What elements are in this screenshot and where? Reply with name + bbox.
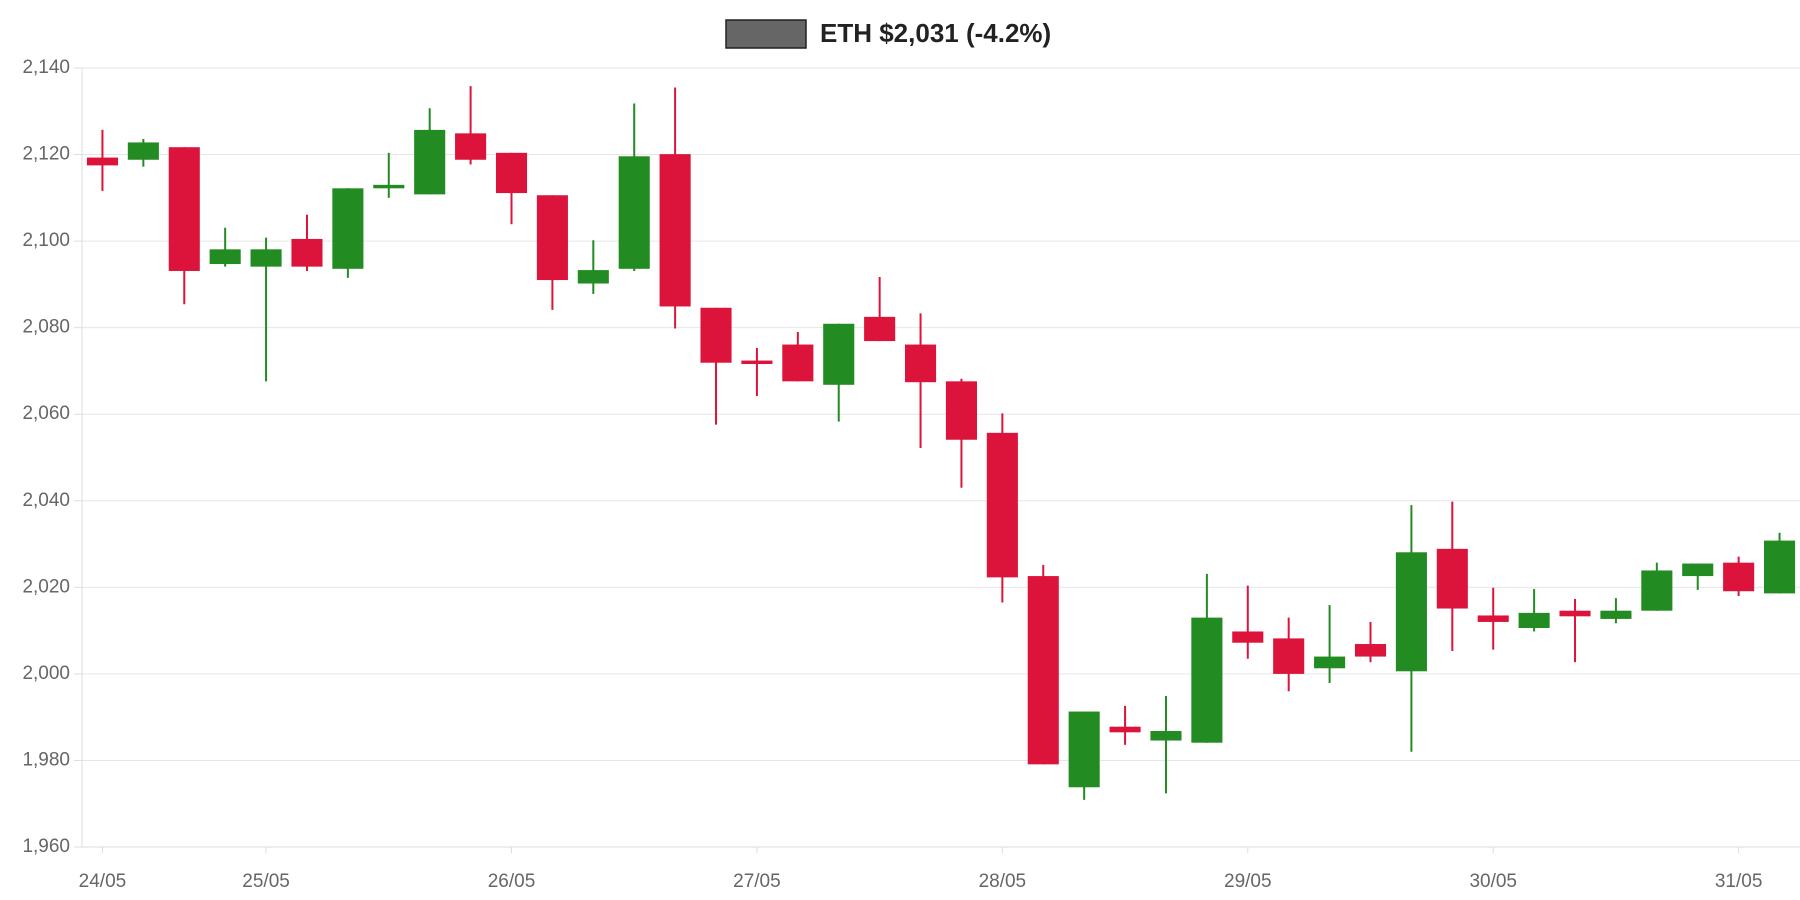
- y-tick-label: 2,140: [22, 57, 70, 78]
- y-tick-label: 2,000: [22, 663, 70, 684]
- candle-body: [127, 142, 159, 160]
- candle-body: [1682, 563, 1714, 577]
- x-tick-label: 28/05: [979, 871, 1027, 892]
- candle-body: [986, 432, 1018, 578]
- x-tick-label: 26/05: [488, 871, 536, 892]
- legend-swatch[interactable]: [725, 19, 807, 49]
- x-tick-label: 30/05: [1469, 871, 1517, 892]
- candle-body: [1723, 562, 1755, 592]
- candle-body: [1641, 570, 1673, 611]
- candle-body: [455, 133, 487, 160]
- candle-body: [1477, 615, 1509, 622]
- x-tick-label: 24/05: [79, 871, 127, 892]
- candle-body: [618, 156, 650, 269]
- candle-body: [823, 323, 855, 385]
- x-tick-label: 31/05: [1715, 871, 1763, 892]
- y-tick-label: 2,060: [22, 403, 70, 424]
- candle-body: [1559, 610, 1591, 617]
- x-tick-label: 25/05: [242, 871, 290, 892]
- candle-body: [495, 152, 528, 194]
- candle-body: [536, 195, 568, 281]
- y-tick-label: 2,120: [22, 144, 70, 165]
- candle-body: [1150, 731, 1182, 741]
- candle-body: [1232, 631, 1264, 643]
- candle-body: [1191, 617, 1223, 743]
- candle-body: [905, 344, 937, 383]
- candle-body: [1027, 576, 1059, 765]
- candle-body: [291, 238, 323, 267]
- candle-body: [700, 307, 732, 363]
- candle-body: [1314, 656, 1346, 669]
- y-tick-label: 2,100: [22, 230, 70, 251]
- y-tick-label: 2,020: [22, 576, 70, 597]
- candle-body: [1068, 711, 1100, 788]
- y-tick-label: 2,080: [22, 317, 70, 338]
- candle-body: [1354, 644, 1387, 657]
- candle-body: [1436, 548, 1468, 609]
- candle-body: [373, 184, 405, 189]
- y-tick-label: 2,040: [22, 490, 70, 511]
- candle-body: [1764, 540, 1796, 594]
- candle-body: [1109, 726, 1141, 733]
- candle-body: [945, 381, 977, 440]
- candle-body: [864, 316, 896, 342]
- candle-body: [250, 249, 282, 267]
- candle-body: [577, 270, 609, 284]
- candle-body: [332, 188, 364, 269]
- candle-body: [1600, 610, 1632, 619]
- x-tick-label: 27/05: [733, 871, 781, 892]
- candle-body: [1273, 638, 1305, 674]
- legend-label[interactable]: ETH $2,031 (-4.2%): [820, 18, 1051, 48]
- y-tick-label: 1,960: [22, 836, 70, 857]
- candle-body: [1395, 552, 1427, 672]
- candle-body: [414, 129, 446, 195]
- candle-body: [168, 147, 200, 271]
- candle-body: [741, 360, 773, 365]
- candle-body: [782, 344, 814, 382]
- x-tick-label: 29/05: [1224, 871, 1272, 892]
- y-tick-label: 1,980: [22, 749, 70, 770]
- candle-body: [1518, 612, 1550, 629]
- candle-body: [86, 157, 118, 166]
- candle-body: [659, 154, 691, 307]
- candle-body: [209, 249, 241, 265]
